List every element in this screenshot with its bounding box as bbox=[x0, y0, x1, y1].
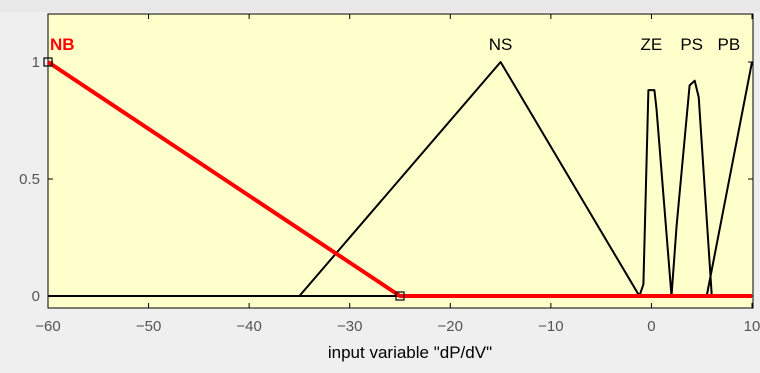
mf-label-ns: NS bbox=[489, 35, 513, 54]
x-axis-ticks: −60 −50 −40 −30 −20 −10 0 10 bbox=[35, 14, 760, 335]
series-vertex-handle[interactable] bbox=[43, 57, 53, 67]
mf-label-ps: PS bbox=[680, 35, 703, 54]
x-tick-label: −10 bbox=[538, 318, 563, 335]
x-axis-label: input variable "dP/dV" bbox=[328, 343, 492, 362]
x-tick-label: 10 bbox=[744, 318, 760, 335]
x-tick-label: −40 bbox=[236, 318, 261, 335]
series-line-nb[interactable] bbox=[46, 60, 752, 298]
series-line-ps[interactable] bbox=[48, 79, 752, 297]
mf-label-nb: NB bbox=[50, 35, 75, 54]
y-tick-label: 0.5 bbox=[19, 171, 40, 188]
mf-label-layer: NB NS ZE PS PB bbox=[50, 35, 740, 54]
y-tick-label: 0 bbox=[32, 288, 40, 305]
mf-label-ze: ZE bbox=[641, 35, 663, 54]
series-vertex-handle[interactable] bbox=[395, 291, 405, 301]
x-tick-label: −30 bbox=[337, 318, 362, 335]
x-tick-label: −60 bbox=[35, 318, 60, 335]
series-layer bbox=[43, 57, 753, 301]
mf-label-pb: PB bbox=[718, 35, 741, 54]
top-frame-strip bbox=[0, 0, 760, 12]
plot-area bbox=[47, 13, 754, 309]
x-tick-label: −20 bbox=[438, 318, 463, 335]
x-tick-label: 0 bbox=[647, 318, 655, 335]
x-tick-label: −50 bbox=[136, 318, 161, 335]
y-tick-label: 1 bbox=[32, 54, 40, 71]
